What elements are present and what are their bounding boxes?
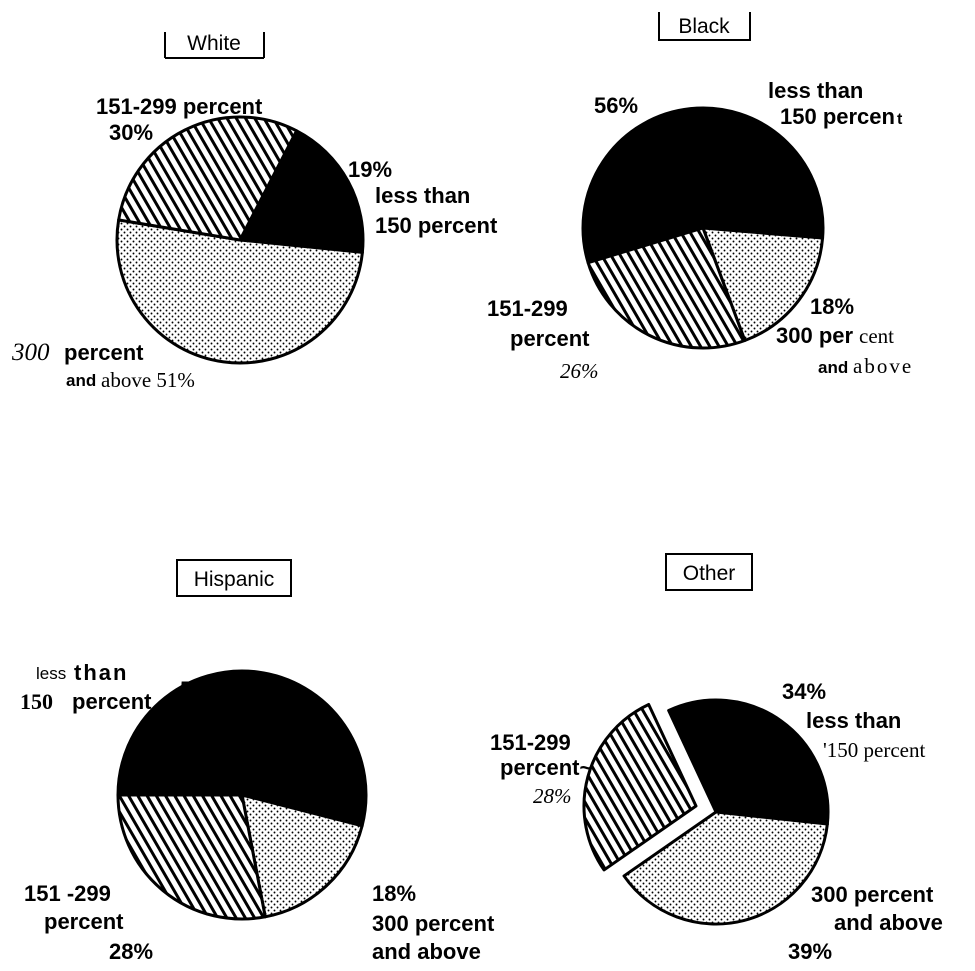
pie-title-hispanic: Hispanic <box>194 568 275 591</box>
pie-title-white: White <box>187 32 241 55</box>
label-white-151-299: 151-299 percent <box>96 94 263 119</box>
label-other-151-299-line1: 151-299 <box>490 730 571 755</box>
label-hispanic-than: than <box>74 660 128 685</box>
pie-slice-151-299-percent <box>116 793 267 921</box>
label-black-300-line1-b: cent <box>859 324 894 348</box>
label-hispanic-151-299-pct: 28% <box>109 939 153 964</box>
label-black-151-299-line2: percent <box>510 326 590 351</box>
pie-slice-less-than-150-percent <box>238 129 365 254</box>
label-black-and: and <box>818 358 848 377</box>
pie-slice-151-299-percent <box>117 115 299 242</box>
pie-slice-300-percent-and-above <box>701 226 825 342</box>
label-black-151-299-line1: 151-299 <box>487 296 568 321</box>
pie-slice-300-percent-and-above <box>240 793 364 919</box>
label-black-less-line2-tail: t <box>897 111 903 128</box>
label-other-300-pct: 39% <box>788 939 832 964</box>
pie-slice-300-percent-and-above <box>622 810 829 926</box>
label-white-less-line1: less than <box>375 183 470 208</box>
label-other-151-299-line2: percent~ <box>500 755 592 780</box>
label-hispanic-300-line1: 300 percent <box>372 911 495 936</box>
title-box-white: White <box>164 32 265 59</box>
pie-hispanic <box>116 669 368 921</box>
label-white-less-pct: 19% <box>348 157 392 182</box>
pie-slice-less-than-150-percent <box>667 698 830 826</box>
label-white-300-word: percent <box>64 340 144 365</box>
label-black-300-pct: 18% <box>810 294 854 319</box>
label-black-less-line2: 150 percen <box>780 104 895 129</box>
label-white-and: and <box>66 371 96 390</box>
pie-slice-151-299-percent <box>582 702 698 872</box>
pie-other <box>582 698 830 926</box>
label-white-300-num: 300 <box>11 339 50 366</box>
label-other-less-line1: less than <box>806 708 901 733</box>
label-black-151-299-pct: 26% <box>560 359 599 383</box>
label-hispanic-less: less <box>36 664 66 683</box>
title-box-other: Other <box>665 553 753 591</box>
label-other-less-line2: '150 percent <box>823 738 925 762</box>
label-white-151-299-pct: 30% <box>109 120 153 145</box>
label-hispanic-151-299-line2: percent <box>44 909 124 934</box>
label-other-less-pct: 34% <box>782 679 826 704</box>
pie-title-black: Black <box>678 15 730 38</box>
label-other-300-line2: and above <box>834 910 943 935</box>
label-white-above-pct: above 51% <box>101 368 195 392</box>
pie-slice-less-than-150-percent <box>581 106 825 265</box>
title-box-hispanic: Hispanic <box>176 559 292 597</box>
label-other-151-299-pct: 28% <box>533 784 572 808</box>
label-hispanic-less-pct: 54% <box>180 677 224 702</box>
pie-slice-151-299-percent <box>586 226 747 350</box>
title-box-black: Black <box>658 12 751 41</box>
label-hispanic-151-299-line1: 151 -299 <box>24 881 111 906</box>
pie-white <box>115 115 365 365</box>
pie-title-other: Other <box>683 562 736 585</box>
label-black-less-line1: less than <box>768 78 863 103</box>
pie-black <box>581 106 825 350</box>
label-white-less-line2: 150 percent <box>375 213 498 238</box>
label-hispanic-300-line2: and above <box>372 939 481 964</box>
label-black-above: above <box>853 354 913 378</box>
label-hispanic-percent: percent <box>72 689 152 714</box>
label-black-300-line1-a: 300 per <box>776 323 853 348</box>
label-black-less-pct: 56% <box>594 93 638 118</box>
label-other-300-line1: 300 percent <box>811 882 934 907</box>
label-hispanic-300-pct: 18% <box>372 881 416 906</box>
label-hispanic-150: 150 <box>20 689 53 714</box>
pie-slice-300-percent-and-above <box>115 218 364 365</box>
pie-slice-less-than-150-percent <box>116 669 368 828</box>
